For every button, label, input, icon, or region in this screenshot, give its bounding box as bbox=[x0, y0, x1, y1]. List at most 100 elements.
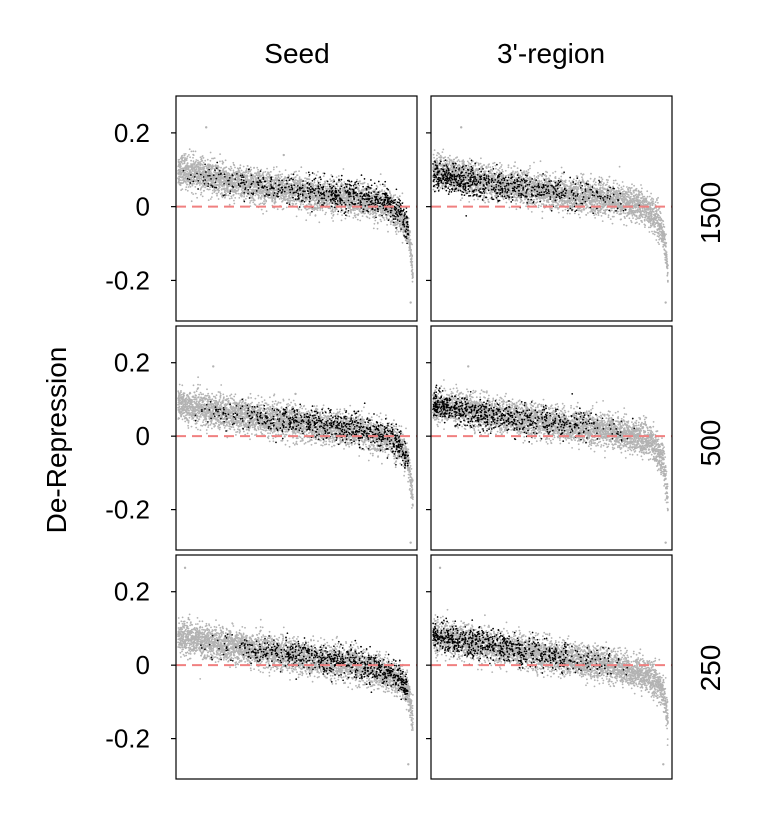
point-highlight bbox=[228, 179, 230, 182]
point-highlight bbox=[231, 174, 234, 176]
point-highlight bbox=[288, 185, 290, 188]
point-background bbox=[336, 185, 339, 188]
point-highlight bbox=[367, 193, 370, 196]
point-background bbox=[251, 196, 254, 198]
point-background bbox=[292, 203, 295, 205]
point-background bbox=[193, 182, 195, 185]
point-highlight bbox=[242, 176, 245, 178]
point-highlight bbox=[291, 187, 294, 190]
point-highlight bbox=[404, 213, 406, 216]
point-background bbox=[306, 198, 309, 201]
point-background bbox=[244, 177, 247, 180]
point-highlight bbox=[369, 197, 371, 200]
point-highlight bbox=[348, 180, 351, 183]
point-highlight bbox=[290, 177, 293, 180]
point-highlight bbox=[308, 187, 311, 189]
point-highlight bbox=[359, 200, 362, 202]
point-background bbox=[214, 175, 217, 177]
point-background bbox=[209, 151, 212, 154]
point-background bbox=[313, 209, 315, 212]
point-background bbox=[312, 184, 315, 187]
point-background bbox=[253, 199, 256, 202]
point-highlight bbox=[329, 185, 331, 188]
point-highlight bbox=[240, 178, 243, 181]
point-highlight bbox=[294, 198, 297, 201]
point-background bbox=[254, 190, 256, 193]
point-background bbox=[267, 171, 270, 174]
point-background bbox=[348, 201, 350, 204]
point-background bbox=[186, 170, 189, 173]
point-highlight bbox=[193, 176, 196, 178]
point-highlight bbox=[207, 185, 209, 188]
point-highlight bbox=[349, 188, 351, 191]
point-background bbox=[436, 157, 438, 160]
point-highlight bbox=[222, 194, 225, 197]
point-highlight bbox=[270, 176, 272, 179]
point-highlight bbox=[396, 201, 399, 204]
point-highlight bbox=[393, 202, 396, 204]
point-background bbox=[195, 160, 197, 163]
point-highlight bbox=[284, 186, 286, 189]
point-highlight bbox=[224, 194, 226, 196]
point-background bbox=[189, 185, 192, 188]
point-highlight bbox=[347, 199, 350, 202]
point-background bbox=[217, 166, 220, 169]
point-background bbox=[181, 163, 184, 165]
point-background bbox=[237, 167, 240, 170]
point-highlight bbox=[394, 208, 396, 211]
point-background bbox=[183, 153, 186, 155]
point-highlight bbox=[345, 185, 348, 188]
point-highlight bbox=[355, 186, 358, 189]
point-background bbox=[183, 162, 186, 165]
point-background bbox=[280, 197, 283, 200]
point-background bbox=[260, 178, 263, 181]
point-background bbox=[294, 176, 297, 178]
point-highlight bbox=[281, 186, 284, 189]
point-highlight bbox=[296, 188, 299, 191]
y-tick-label: 0 bbox=[136, 192, 150, 222]
point-highlight bbox=[207, 174, 209, 177]
point-background bbox=[185, 168, 188, 171]
point-highlight bbox=[381, 183, 384, 186]
point-background bbox=[180, 172, 183, 175]
point-highlight bbox=[326, 180, 329, 183]
point-background bbox=[319, 207, 322, 210]
point-highlight bbox=[365, 188, 368, 190]
point-highlight bbox=[370, 192, 373, 194]
point-background bbox=[435, 170, 438, 173]
point-background bbox=[335, 208, 338, 211]
point-background bbox=[353, 200, 356, 203]
point-background bbox=[411, 265, 414, 267]
point-background bbox=[357, 195, 360, 197]
point-highlight bbox=[304, 190, 306, 193]
point-highlight bbox=[249, 186, 252, 188]
point-background bbox=[381, 189, 383, 191]
point-highlight bbox=[406, 220, 409, 223]
point-background bbox=[288, 201, 291, 204]
point-background bbox=[304, 183, 307, 186]
point-background bbox=[447, 156, 450, 159]
point-highlight bbox=[406, 216, 409, 219]
point-highlight bbox=[366, 209, 368, 212]
point-background bbox=[339, 190, 342, 193]
point-background bbox=[299, 195, 302, 198]
point-background bbox=[186, 162, 189, 164]
point-background bbox=[219, 160, 221, 163]
point-background bbox=[298, 176, 301, 179]
point-highlight bbox=[266, 188, 269, 191]
point-background bbox=[222, 161, 225, 164]
point-background bbox=[266, 173, 269, 175]
point-highlight bbox=[286, 202, 288, 204]
point-background bbox=[386, 224, 388, 226]
background-points bbox=[177, 148, 414, 283]
point-background bbox=[313, 179, 316, 182]
point-highlight bbox=[321, 197, 324, 200]
point-highlight bbox=[252, 193, 254, 196]
point-background bbox=[197, 159, 199, 162]
panel-3-region-1500 bbox=[426, 95, 673, 322]
point-highlight bbox=[240, 182, 243, 184]
point-background bbox=[318, 183, 320, 186]
point-highlight bbox=[301, 194, 304, 197]
point-background bbox=[234, 197, 237, 199]
point-background bbox=[272, 184, 275, 187]
